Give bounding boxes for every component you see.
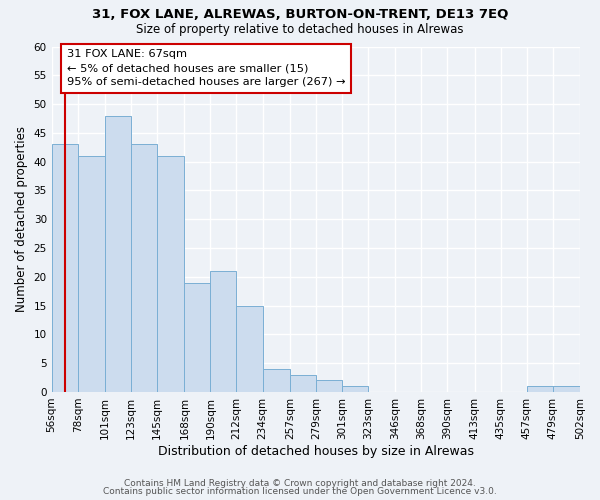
Bar (290, 374, 316, 392)
Bar (131, 144, 157, 392)
Text: Contains public sector information licensed under the Open Government Licence v3: Contains public sector information licen… (103, 487, 497, 496)
Bar (184, 282, 211, 392)
Text: 31, FOX LANE, ALREWAS, BURTON-ON-TRENT, DE13 7EQ: 31, FOX LANE, ALREWAS, BURTON-ON-TRENT, … (92, 8, 508, 20)
Bar (78, 156, 105, 392)
Bar (342, 386, 368, 392)
Bar (236, 306, 263, 392)
Bar (211, 271, 236, 392)
Bar (553, 386, 580, 392)
Bar (52, 144, 78, 392)
X-axis label: Distribution of detached houses by size in Alrewas: Distribution of detached houses by size … (158, 444, 474, 458)
Y-axis label: Number of detached properties: Number of detached properties (15, 126, 28, 312)
Bar (157, 156, 184, 392)
Bar (263, 369, 290, 392)
Bar (316, 380, 342, 392)
Text: Contains HM Land Registry data © Crown copyright and database right 2024.: Contains HM Land Registry data © Crown c… (124, 478, 476, 488)
Bar (105, 116, 131, 392)
Text: 31 FOX LANE: 67sqm
← 5% of detached houses are smaller (15)
95% of semi-detached: 31 FOX LANE: 67sqm ← 5% of detached hous… (67, 50, 346, 88)
Text: Size of property relative to detached houses in Alrewas: Size of property relative to detached ho… (136, 22, 464, 36)
Bar (527, 386, 553, 392)
